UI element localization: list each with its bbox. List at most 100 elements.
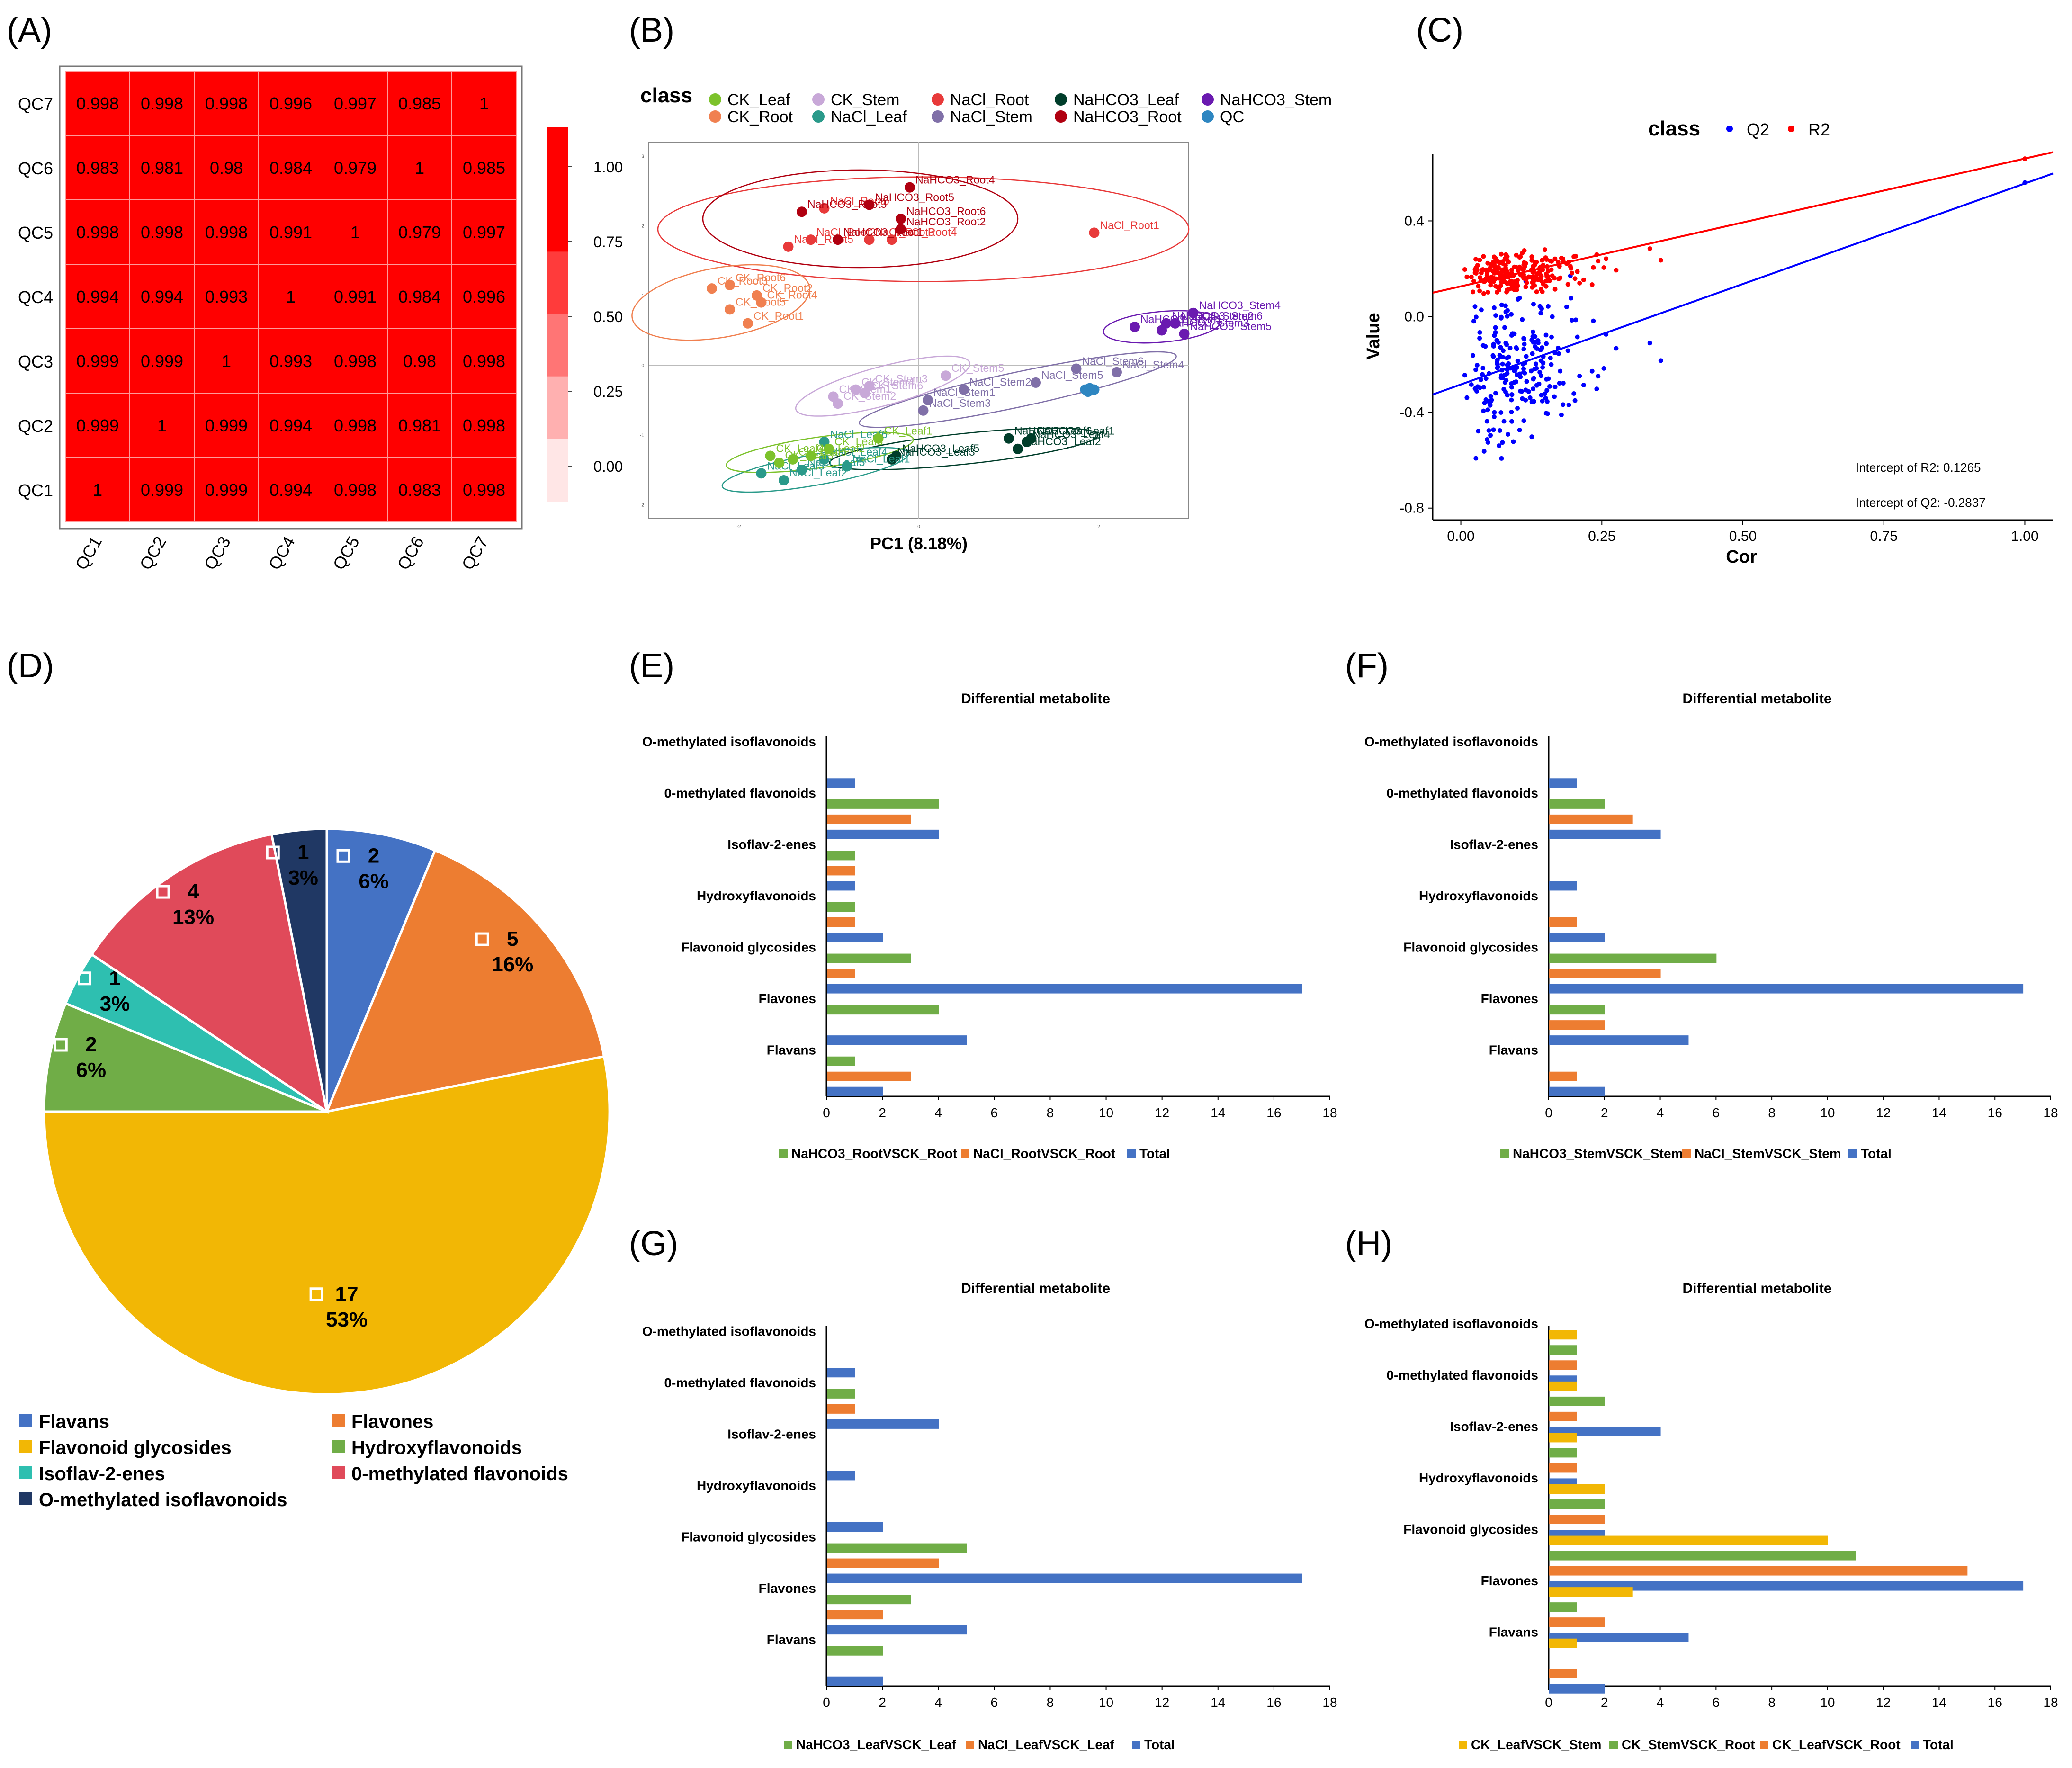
legend-swatch: [547, 439, 568, 502]
q2-point: [1498, 410, 1504, 415]
legend-swatch: [547, 251, 568, 314]
slice-percent: 13%: [172, 906, 214, 929]
q2-point: [1480, 343, 1486, 348]
slice-percent: 3%: [100, 992, 130, 1015]
sample-point: [873, 433, 884, 444]
category-label: Flavonoid glycosides: [681, 1530, 816, 1544]
bar: [827, 1543, 967, 1553]
cell-value: 0.985: [398, 94, 441, 113]
legend-label: Flavans: [39, 1411, 109, 1432]
q2-point: [1521, 347, 1526, 352]
slice-marker: [336, 849, 350, 863]
r2-point: [1488, 283, 1493, 288]
cell-value: 1: [479, 94, 489, 113]
sample-point: [819, 203, 830, 214]
q2-point: [1473, 314, 1479, 320]
category-label: 0-methylated flavonoids: [1386, 1368, 1538, 1382]
sample-point: [824, 443, 834, 454]
r2-point: [1471, 289, 1476, 295]
q2-point: [1564, 304, 1569, 309]
sample-point: [896, 213, 906, 224]
q2-point: [1529, 399, 1534, 404]
x-tick-label: 10: [1820, 1695, 1835, 1710]
q2-point: [1506, 361, 1511, 366]
r2-point: [1548, 259, 1553, 264]
q2-point: [1552, 384, 1558, 389]
q2-point: [1522, 370, 1527, 376]
x-tick-label: 18: [1322, 1105, 1337, 1120]
legend-swatch: [332, 1440, 345, 1453]
y-tick-label: 3: [641, 154, 644, 159]
legend-label: Total: [1861, 1146, 1892, 1161]
legend-swatch: [1609, 1741, 1618, 1749]
r2-point: [1565, 282, 1570, 287]
q2-point: [1536, 381, 1542, 386]
bar: [827, 799, 939, 809]
bar: [1549, 1086, 1605, 1096]
q2-point: [1499, 456, 1504, 461]
x-tick-label: 10: [1099, 1105, 1113, 1120]
category-label: Flavones: [1481, 991, 1538, 1006]
sample-point: [833, 398, 843, 409]
r2-point: [1462, 267, 1467, 272]
q2-point: [1485, 440, 1490, 445]
r2-point: [1577, 280, 1582, 286]
sample-label: NaHCO3_Leaf1: [1037, 425, 1115, 437]
cell-value: 0.998: [141, 94, 183, 113]
bar: [827, 1646, 883, 1656]
r2-point: [1477, 288, 1482, 294]
r2-point: [1596, 259, 1601, 264]
sample-point: [756, 297, 767, 308]
x-tick-label: 0.00: [1447, 529, 1474, 544]
category-label: 0-methylated flavonoids: [664, 1375, 816, 1390]
r2-point: [1504, 289, 1509, 295]
bar: [1549, 969, 1661, 978]
r2-point: [1538, 272, 1543, 278]
x-tick-label: 14: [1211, 1105, 1225, 1120]
legend-label: NaHCO3_RootVSCK_Root: [791, 1146, 957, 1161]
heatmap-cell: [129, 457, 195, 522]
x-tick-label: 16: [1988, 1695, 2002, 1710]
y-tick-label: 0: [641, 363, 644, 368]
r2-point: [1520, 251, 1525, 256]
sample-label: CK_Stem6: [870, 379, 923, 392]
category-label: Isoflav-2-enes: [727, 837, 816, 852]
bar: [1549, 1669, 1577, 1678]
sample-label: NaHCO3_Stem2: [1172, 310, 1254, 322]
y-tick-label: -0.8: [1399, 501, 1424, 516]
cell-value: 0.998: [334, 351, 377, 371]
q2-point: [1492, 410, 1497, 415]
q2-point: [1517, 296, 1522, 301]
sample-point: [1031, 377, 1041, 388]
legend-label: NaHCO3_Root: [1073, 108, 1182, 126]
heatmap-cell: [387, 393, 452, 458]
sample-point: [842, 461, 852, 472]
q2-point: [1531, 302, 1536, 307]
r2-point: [1575, 269, 1580, 274]
sample-label: CK_Root1: [753, 310, 804, 322]
r2-point: [1569, 270, 1574, 276]
q2-point: [1581, 383, 1586, 388]
q2-point: [1533, 334, 1538, 339]
panel-label-c: (C): [1416, 11, 1463, 49]
legend-swatch: [961, 1149, 969, 1158]
bar: [827, 851, 855, 861]
q2-point: [1499, 373, 1504, 378]
r2-point: [1485, 260, 1490, 266]
q2-point: [1503, 309, 1508, 314]
q2-point: [1549, 334, 1554, 340]
y-tick-label: -2: [640, 503, 644, 508]
r2-point: [1601, 265, 1606, 270]
q2-point: [1477, 336, 1482, 341]
bar: [1549, 1515, 1605, 1524]
slice-value: 4: [188, 880, 199, 903]
q2-point: [1504, 342, 1509, 347]
legend-swatch: [19, 1414, 32, 1427]
cell-value: 0.998: [463, 416, 505, 435]
heatmap-cell: [451, 457, 517, 522]
slice-value: 2: [85, 1033, 97, 1056]
q2-point: [1561, 402, 1566, 407]
sample-point: [725, 304, 735, 315]
bar: [827, 1573, 1302, 1583]
x-tick-label: 18: [1322, 1695, 1337, 1710]
